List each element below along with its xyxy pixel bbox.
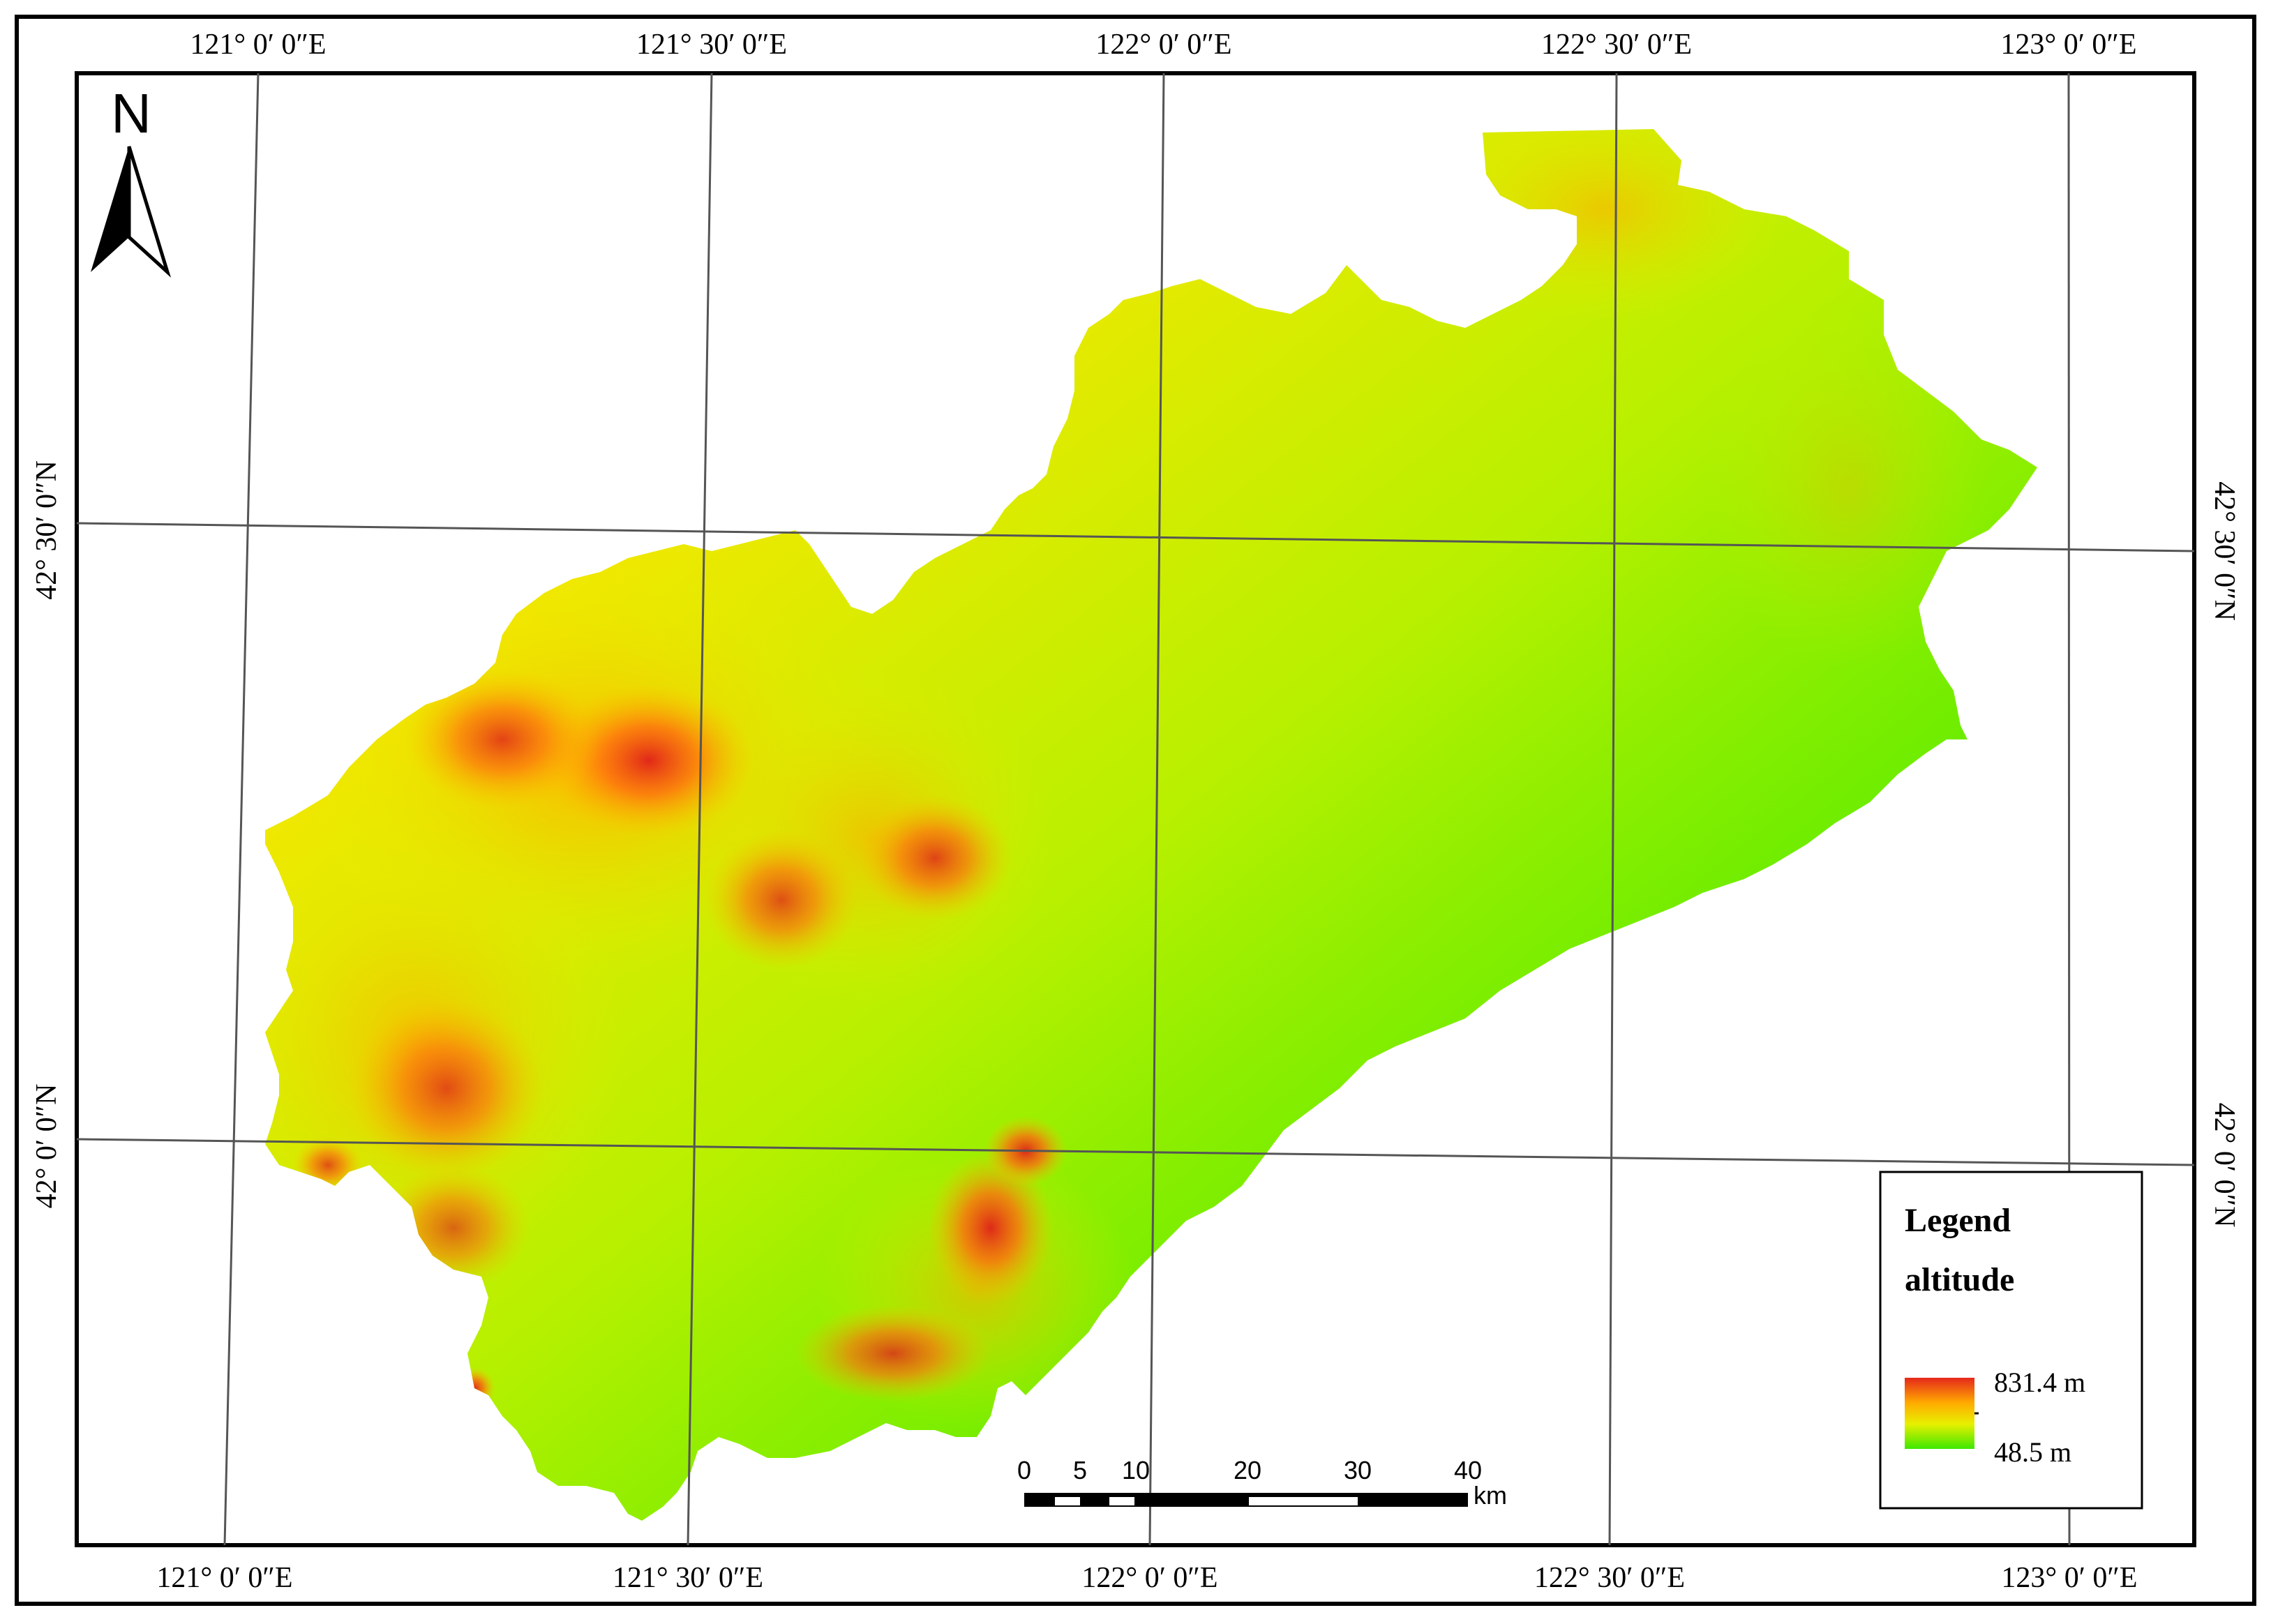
meridian-121-0: [223, 73, 260, 1546]
bottom-lon-label: 121° 0′ 0″E: [156, 1562, 292, 1594]
meridian-121-30: [687, 73, 713, 1546]
scale-bar-segment: [1109, 1497, 1134, 1505]
scale-unit: km: [1474, 1481, 1507, 1510]
legend-subtitle: altitude: [1905, 1261, 2014, 1298]
legend-title: Legend: [1905, 1202, 2011, 1239]
parallel-42-0: [76, 1138, 2195, 1166]
top-lon-label: 121° 30′ 0″E: [636, 29, 787, 61]
parallel-42-30: [76, 522, 2195, 552]
legend: Legend altitude 831.4 m 48.5 m: [1879, 1171, 2143, 1510]
meridian-122-0: [1148, 73, 1165, 1546]
top-lon-label: 123° 0′ 0″E: [2000, 29, 2136, 61]
scale-tick: 40: [1454, 1456, 1482, 1484]
left-lat-label: 42° 30′ 0″N: [31, 460, 63, 600]
north-arrow-icon-right: [127, 146, 172, 278]
left-lat-label: 42° 0′ 0″N: [31, 1084, 63, 1209]
scale-tick: 0: [1017, 1456, 1031, 1484]
scale-tick: 30: [1344, 1456, 1372, 1484]
scale-bar-base: [1024, 1493, 1468, 1507]
legend-gradient: [1905, 1378, 1974, 1449]
legend-max-label: 831.4 m: [1994, 1367, 2085, 1398]
left-lat-labels: 42° 30′ 0″N 42° 0′ 0″N: [31, 460, 63, 1208]
legend-box: [1879, 1171, 2143, 1510]
map-frame: [75, 71, 2196, 1547]
outer-frame: [15, 15, 2256, 1606]
top-lon-label: 122° 0′ 0″E: [1095, 29, 1231, 61]
north-arrow: N: [91, 82, 172, 278]
bottom-lon-label: 122° 0′ 0″E: [1081, 1562, 1217, 1594]
scale-tick: 5: [1073, 1456, 1087, 1484]
bottom-lon-label: 123° 0′ 0″E: [2001, 1562, 2137, 1594]
scale-bar-segment: [1249, 1497, 1358, 1505]
top-lon-labels: 121° 0′ 0″E 121° 30′ 0″E 122° 0′ 0″E 122…: [190, 29, 2136, 61]
meridian-122-30: [1608, 73, 1618, 1546]
scale-tick: 10: [1122, 1456, 1150, 1484]
right-lat-labels: 42° 30′ 0″N 42° 0′ 0″N: [2208, 481, 2240, 1227]
top-lon-label: 121° 0′ 0″E: [190, 29, 326, 61]
top-lon-label: 122° 30′ 0″E: [1541, 29, 1692, 61]
north-label: N: [111, 82, 151, 144]
scale-bar: 0 5 10 20 30 40 km: [1017, 1456, 1507, 1510]
scale-bar-segment: [1055, 1497, 1080, 1505]
bottom-lon-label: 122° 30′ 0″E: [1534, 1562, 1685, 1594]
terrain-region: [265, 129, 2037, 1521]
graticule: [76, 73, 2195, 1546]
right-lat-label: 42° 30′ 0″N: [2208, 481, 2240, 621]
scale-tick: 20: [1234, 1456, 1261, 1484]
north-arrow-icon-left: [91, 146, 129, 272]
right-lat-label: 42° 0′ 0″N: [2208, 1103, 2240, 1228]
bottom-lon-labels: 121° 0′ 0″E 121° 30′ 0″E 122° 0′ 0″E 122…: [156, 1562, 2137, 1594]
legend-min-label: 48.5 m: [1994, 1436, 2071, 1468]
bottom-lon-label: 121° 30′ 0″E: [613, 1562, 763, 1594]
